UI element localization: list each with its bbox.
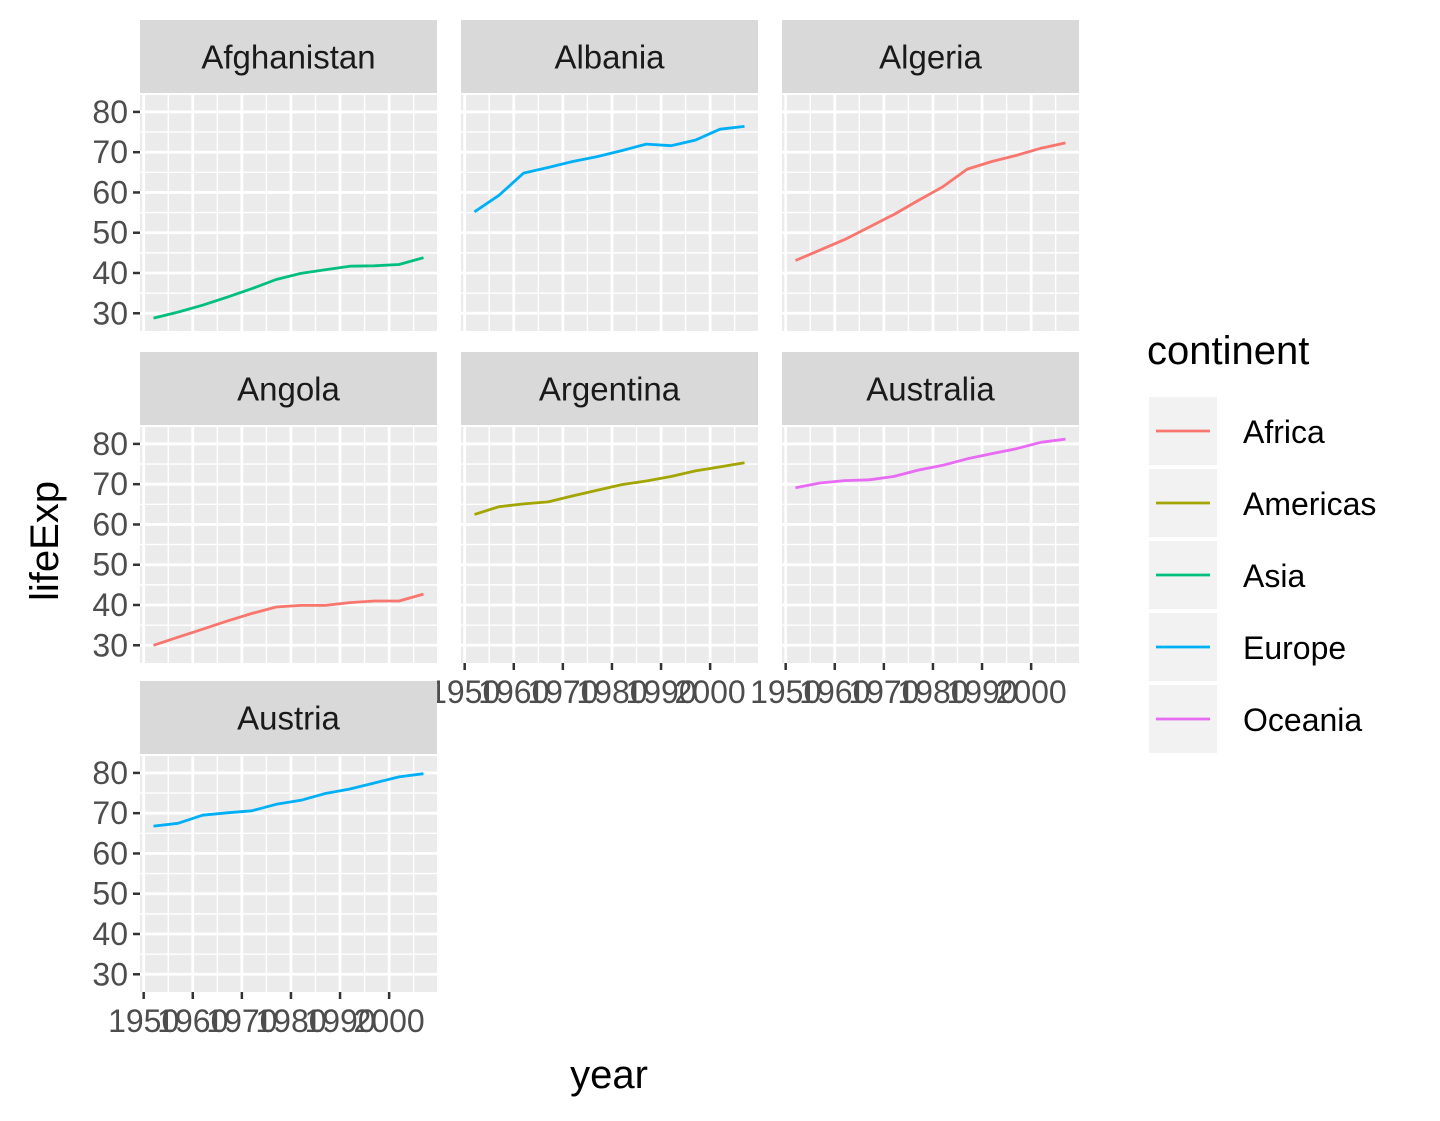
facet-title: Argentina	[539, 371, 681, 408]
x-tick-label: 1980	[255, 1003, 326, 1039]
legend: continent Africa Americas Asia Europe Oceani…	[1147, 329, 1376, 753]
facet-strip	[140, 352, 437, 425]
facet-title: Algeria	[879, 39, 982, 76]
x-tick-label: 1950	[429, 674, 500, 710]
x-tick-label: 1960	[799, 674, 870, 710]
x-tick-label: 1960	[157, 1003, 228, 1039]
x-tick-label: 1950	[750, 674, 821, 710]
y-tick-label: 80	[92, 94, 128, 130]
x-tick-label: 2000	[675, 674, 746, 710]
y-tick-label: 80	[92, 426, 128, 462]
y-tick-label: 70	[92, 795, 128, 831]
series-line	[153, 256, 424, 320]
y-tick-label: 50	[92, 547, 128, 583]
legend-title: continent	[1147, 329, 1309, 373]
y-tick-label: 30	[92, 295, 128, 331]
facet-panel: Angola 30 40 50 60 70 80	[92, 352, 437, 663]
x-tick-label: 2000	[996, 674, 1067, 710]
facet-title: Austria	[237, 700, 340, 737]
facet-panels: Afghanistan 30 40 50 60 70 80 Albania Algeria Ang…	[92, 20, 1079, 1039]
series-line	[795, 437, 1066, 490]
series-line	[153, 772, 424, 828]
legend-label: Oceania	[1243, 702, 1362, 738]
series-line	[794, 141, 1066, 262]
legend-label: Americas	[1243, 486, 1376, 522]
series-line	[474, 461, 745, 516]
y-tick-label: 60	[92, 835, 128, 871]
x-tick-label: 1950	[108, 1003, 179, 1039]
y-tick-label: 30	[92, 956, 128, 992]
legend-item: Asia	[1149, 541, 1305, 609]
facet-panel: Albania	[461, 20, 758, 331]
y-tick-label: 80	[92, 755, 128, 791]
facet-title: Australia	[866, 371, 995, 408]
facet-strip	[782, 352, 1079, 425]
legend-item: Oceania	[1149, 685, 1362, 753]
facet-title: Albania	[554, 39, 665, 76]
x-tick-label: 1980	[897, 674, 968, 710]
legend-label: Asia	[1243, 558, 1305, 594]
facet-title: Afghanistan	[201, 39, 375, 76]
facet-title: Angola	[237, 371, 340, 408]
facet-strip	[461, 20, 758, 93]
y-tick-label: 40	[92, 587, 128, 623]
x-tick-label: 1970	[206, 1003, 277, 1039]
x-tick-label: 2000	[354, 1003, 425, 1039]
y-tick-label: 30	[92, 627, 128, 663]
x-tick-label: 1980	[576, 674, 647, 710]
legend-item: Africa	[1149, 397, 1325, 465]
x-tick-label: 1990	[625, 674, 696, 710]
y-axis-label: lifeExp	[23, 481, 67, 601]
series-line	[153, 592, 424, 647]
y-tick-label: 60	[92, 174, 128, 210]
facet-strip	[461, 352, 758, 425]
y-tick-label: 50	[92, 876, 128, 912]
legend-label: Africa	[1243, 414, 1325, 450]
y-tick-label: 70	[92, 466, 128, 502]
x-tick-label: 1960	[478, 674, 549, 710]
y-tick-label: 40	[92, 255, 128, 291]
facet-strip	[782, 20, 1079, 93]
y-tick-label: 50	[92, 215, 128, 251]
y-tick-label: 70	[92, 134, 128, 170]
legend-item: Americas	[1149, 469, 1376, 537]
facet-panel: Algeria	[782, 20, 1079, 331]
facet-strip	[140, 20, 437, 93]
x-tick-label: 1990	[946, 674, 1017, 710]
facet-panel: Austria 30 40 50 60 70 80 195019601970198019902…	[92, 681, 437, 1039]
series-line	[473, 125, 745, 213]
legend-label: Europe	[1243, 630, 1346, 666]
facet-panel: Afghanistan 30 40 50 60 70 80	[92, 20, 437, 331]
y-tick-label: 60	[92, 506, 128, 542]
x-axis-label: year	[570, 1053, 648, 1097]
x-tick-label: 1990	[304, 1003, 375, 1039]
x-tick-label: 1970	[848, 674, 919, 710]
legend-item: Europe	[1149, 613, 1346, 681]
y-tick-label: 40	[92, 916, 128, 952]
facet-strip	[140, 681, 437, 754]
x-tick-label: 1970	[527, 674, 598, 710]
